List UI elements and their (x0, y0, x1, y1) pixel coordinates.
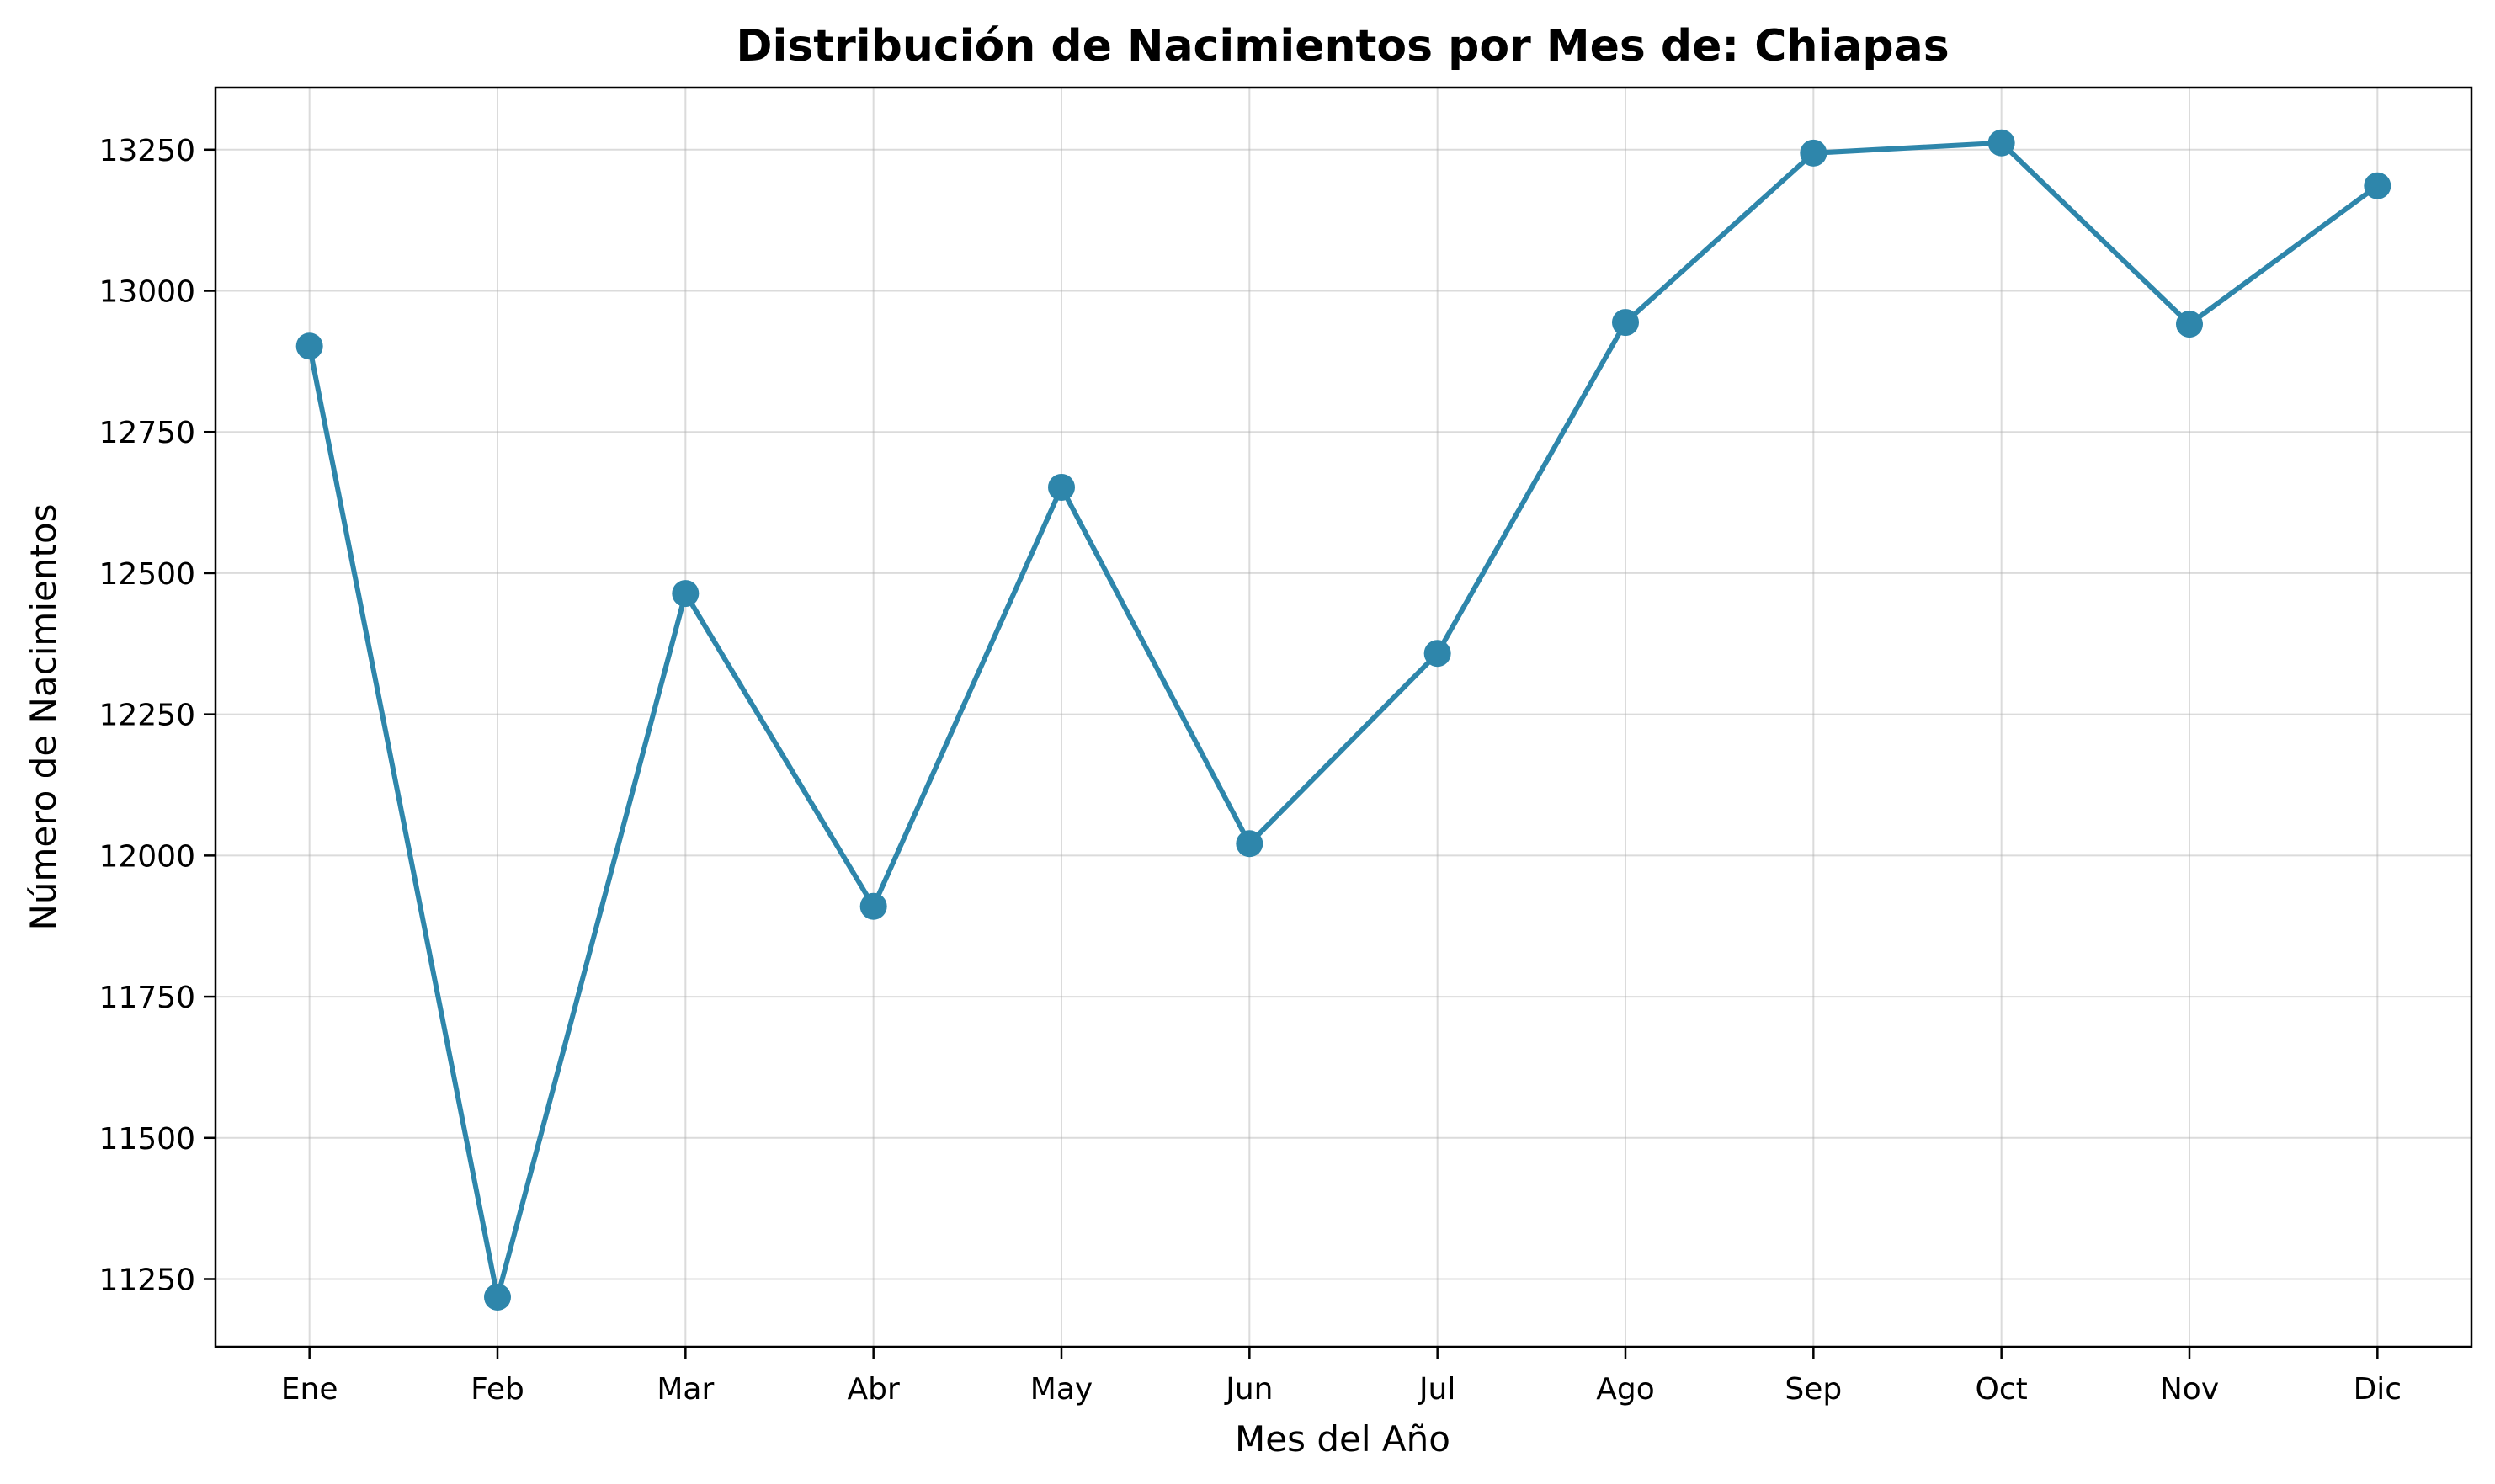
x-tick-label: Feb (471, 1372, 524, 1407)
y-tick-label: 11500 (98, 1122, 195, 1157)
x-tick-label: Sep (1785, 1372, 1842, 1407)
x-axis-label: Mes del Año (1235, 1418, 1450, 1460)
x-tick-label: Oct (1976, 1372, 2028, 1407)
data-point-mar (672, 580, 700, 608)
data-point-abr (859, 892, 887, 920)
series-layer (295, 129, 2391, 1311)
y-tick-label: 11750 (98, 981, 195, 1015)
plot-frame (214, 86, 2473, 1348)
x-tick-label: Abr (848, 1372, 900, 1407)
y-tick-label: 11250 (98, 1263, 195, 1297)
y-tick-label: 12750 (98, 416, 195, 450)
grid-lines (215, 88, 2471, 1347)
y-tick-label: 13250 (98, 134, 195, 168)
x-tick-label: Mar (657, 1372, 714, 1407)
chart-title: Distribución de Nacimientos por Mes de: … (736, 21, 1949, 72)
x-tick-label: Jul (1418, 1372, 1455, 1407)
x-axis: Ene Feb Mar Abr May Jun Jul Ago Sep Oct Nov Dic (281, 1347, 2402, 1407)
data-point-jun (1236, 830, 1263, 858)
data-point-may (1048, 473, 1075, 501)
y-axis-label: Número de Nacimientos (23, 503, 64, 930)
series-line (306, 140, 2381, 1300)
y-axis: 11250 11500 11750 12000 12250 12500 12750 13000… (98, 134, 215, 1297)
data-point-nov (2176, 311, 2203, 338)
data-point-jul (1423, 640, 1451, 668)
y-tick-label: 12000 (98, 839, 195, 874)
y-tick-label: 12250 (98, 699, 195, 733)
data-point-sep (1800, 139, 1827, 167)
data-point-ene (295, 332, 323, 360)
x-tick-label: May (1030, 1372, 1093, 1407)
x-tick-label: Ago (1596, 1372, 1655, 1407)
data-point-feb (484, 1283, 511, 1311)
data-point-ago (1612, 309, 1639, 337)
x-tick-label: Nov (2160, 1372, 2219, 1407)
data-point-dic (2364, 172, 2391, 199)
data-point-oct (1987, 129, 2015, 157)
x-tick-label: Ene (281, 1372, 338, 1407)
y-tick-label: 13000 (98, 275, 195, 310)
x-tick-label: Dic (2354, 1372, 2402, 1407)
x-tick-label: Jun (1224, 1372, 1273, 1407)
y-tick-label: 12500 (98, 557, 195, 592)
